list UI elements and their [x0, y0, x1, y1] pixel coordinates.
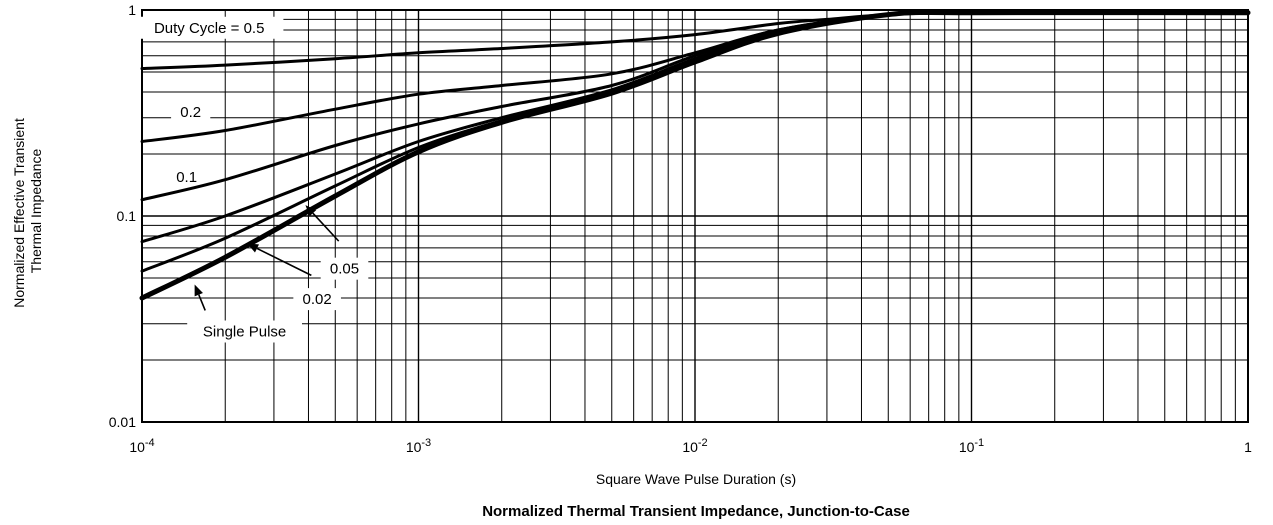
annotation-bg	[171, 100, 211, 123]
x-tick-base: 10	[682, 439, 698, 455]
chart-grid	[141, 10, 1248, 423]
y-tick-label: 1	[128, 2, 136, 18]
x-tick-base: 10	[959, 439, 975, 455]
x-tick-exponent: -2	[698, 437, 708, 449]
x-tick-base: 10	[406, 439, 422, 455]
annotation-bg	[135, 16, 284, 39]
x-tick-base: 10	[129, 439, 145, 455]
annotation-label: 0.02	[303, 291, 332, 308]
annotation-label: 0.2	[180, 104, 201, 121]
x-tick-exponent: -4	[145, 437, 155, 449]
x-tick-label: 10-4	[129, 437, 154, 455]
annotation-label: Single Pulse	[203, 323, 286, 340]
annotation-arrow-head	[247, 243, 259, 253]
annotation-bg	[187, 320, 303, 343]
annotation-arrow-head	[305, 205, 317, 217]
x-tick-label: 10-1	[959, 437, 984, 455]
x-tick-label: 10-2	[682, 437, 707, 455]
y-axis-title: Normalized Effective Transient Thermal I…	[11, 114, 44, 308]
x-tick-label: 1	[1244, 439, 1252, 455]
x-tick-exponent: -3	[421, 437, 431, 449]
y-tick-label: 0.01	[109, 414, 136, 430]
x-tick-label: 10-3	[406, 437, 431, 455]
chart-tick-labels: 10-4 10-3 10-2 10-1 110.10.01	[109, 2, 1252, 455]
annotation-label: 0.1	[176, 169, 197, 186]
y-axis-title-line-2: Thermal Impedance	[28, 149, 44, 274]
x-tick-exponent: -1	[974, 437, 984, 449]
annotation-bg	[293, 288, 341, 311]
annotation-label: 0.05	[330, 261, 359, 278]
chart-annotations: Duty Cycle = 0.5 0.2 0.1 0.05 0.02 Single Pul…	[135, 16, 369, 343]
chart-caption: Normalized Thermal Transient Impedance, …	[482, 503, 910, 520]
annotation-arrow-shaft	[256, 247, 312, 277]
annotation-label: Duty Cycle = 0.5	[154, 20, 264, 37]
plot-frame	[141, 9, 1249, 423]
x-axis-title: Square Wave Pulse Duration (s)	[596, 471, 796, 487]
x-tick-base: 1	[1244, 439, 1252, 455]
y-tick-label: 0.1	[117, 208, 137, 224]
annotation-arrow-shaft	[198, 294, 206, 311]
annotation-arrow-head	[194, 284, 203, 297]
annotation-arrow-shaft	[312, 212, 340, 242]
y-axis-title-line-1: Normalized Effective Transient	[11, 118, 27, 308]
annotation-bg	[320, 257, 369, 280]
